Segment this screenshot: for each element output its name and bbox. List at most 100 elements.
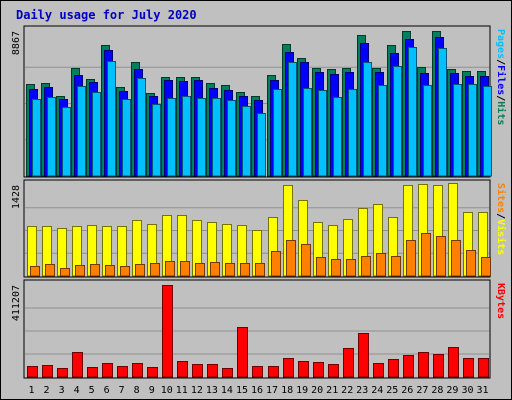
x-tick-label: 13 — [206, 385, 218, 396]
bar-pages-day-18 — [288, 62, 297, 177]
bar-kbytes-day-7 — [117, 366, 128, 378]
bar-kbytes-day-31 — [478, 358, 489, 378]
bar-pages-day-25 — [393, 66, 402, 177]
x-tick-label: 7 — [119, 385, 125, 396]
x-tick-label: 30 — [461, 385, 473, 396]
x-tick-label: 24 — [371, 385, 383, 396]
bar-pages-day-2 — [47, 97, 56, 177]
bar-kbytes-day-22 — [343, 348, 354, 378]
bar-kbytes-day-27 — [418, 352, 429, 378]
bar-pages-day-29 — [453, 84, 462, 177]
bar-kbytes-day-15 — [237, 327, 248, 378]
bar-kbytes-day-2 — [42, 365, 53, 378]
bar-kbytes-day-18 — [283, 358, 294, 378]
bar-sites-day-26 — [406, 240, 416, 277]
legend-part: / — [495, 95, 506, 101]
panel-max-label: 8867 — [11, 31, 22, 55]
x-tick-label: 19 — [296, 385, 308, 396]
x-tick-label: 31 — [476, 385, 488, 396]
bar-sites-day-11 — [180, 261, 190, 277]
bar-pages-day-15 — [242, 106, 251, 177]
bar-sites-day-2 — [45, 264, 55, 277]
bar-sites-day-25 — [391, 256, 401, 277]
bar-sites-day-31 — [481, 257, 491, 277]
bar-pages-day-24 — [378, 85, 387, 177]
bar-kbytes-day-10 — [162, 285, 173, 378]
bar-sites-day-21 — [331, 259, 341, 277]
bar-sites-day-29 — [451, 240, 461, 277]
x-tick-label: 6 — [104, 385, 110, 396]
bar-kbytes-day-3 — [57, 368, 68, 378]
bar-pages-day-31 — [483, 86, 492, 177]
bar-sites-day-23 — [361, 256, 371, 277]
bar-pages-day-11 — [182, 96, 191, 177]
x-tick-label: 8 — [134, 385, 140, 396]
x-tick-label: 16 — [251, 385, 263, 396]
bar-sites-day-16 — [255, 263, 265, 277]
bar-pages-day-16 — [257, 113, 266, 177]
bar-kbytes-day-4 — [72, 352, 83, 378]
x-tick-label: 15 — [236, 385, 248, 396]
bar-kbytes-day-11 — [177, 361, 188, 378]
x-tick-label: 25 — [386, 385, 398, 396]
bar-pages-day-3 — [62, 107, 71, 177]
bar-pages-day-28 — [438, 48, 447, 177]
bar-kbytes-day-23 — [358, 333, 369, 378]
bar-sites-day-5 — [90, 264, 100, 277]
bar-pages-day-4 — [77, 86, 86, 177]
bar-pages-day-19 — [303, 88, 312, 177]
bar-kbytes-day-29 — [448, 347, 459, 378]
x-tick-label: 28 — [431, 385, 443, 396]
x-tick-label: 9 — [149, 385, 155, 396]
bar-kbytes-day-12 — [192, 364, 203, 378]
bar-pages-day-21 — [333, 97, 342, 177]
bar-pages-day-6 — [107, 61, 116, 177]
bar-sites-day-6 — [105, 265, 115, 277]
bar-kbytes-day-17 — [268, 366, 279, 378]
x-tick-label: 23 — [356, 385, 368, 396]
bar-pages-day-8 — [137, 78, 146, 177]
bar-sites-day-22 — [346, 259, 356, 277]
bar-pages-day-27 — [423, 85, 432, 177]
bar-pages-day-14 — [227, 100, 236, 177]
bar-sites-day-13 — [210, 262, 220, 277]
panel-legend-label: Pages/Files/Hits — [495, 29, 507, 125]
bar-sites-day-14 — [225, 263, 235, 277]
bar-pages-day-20 — [318, 90, 327, 177]
bar-pages-day-26 — [408, 47, 417, 177]
bar-sites-day-15 — [240, 263, 250, 277]
bar-pages-day-30 — [468, 84, 477, 177]
bar-pages-day-13 — [212, 98, 221, 177]
x-tick-label: 17 — [266, 385, 278, 396]
bar-kbytes-day-20 — [313, 362, 324, 378]
legend-part: Files — [495, 65, 507, 95]
bar-pages-day-5 — [92, 92, 101, 177]
bar-sites-day-1 — [30, 266, 40, 277]
bar-kbytes-day-1 — [27, 366, 38, 378]
legend-part: / — [495, 59, 506, 65]
legend-part: / — [495, 213, 506, 219]
bar-pages-day-17 — [273, 89, 282, 177]
legend-part: KBytes — [495, 283, 506, 319]
x-tick-label: 4 — [74, 385, 80, 396]
bar-kbytes-day-9 — [147, 367, 158, 378]
bar-kbytes-day-16 — [252, 366, 263, 378]
bar-sites-day-20 — [316, 257, 326, 277]
x-tick-label: 2 — [43, 385, 49, 396]
bar-pages-day-1 — [32, 99, 41, 177]
panel-legend-label: Sites/Visits — [495, 183, 507, 255]
bar-kbytes-day-26 — [403, 355, 414, 378]
bar-sites-day-17 — [271, 251, 281, 277]
bar-kbytes-day-8 — [132, 363, 143, 378]
bar-kbytes-day-5 — [87, 367, 98, 378]
bar-kbytes-day-19 — [298, 361, 309, 378]
x-tick-label: 22 — [341, 385, 353, 396]
bar-pages-day-7 — [122, 99, 131, 177]
bar-pages-day-12 — [197, 98, 206, 177]
bar-sites-day-30 — [466, 250, 476, 277]
panel-kbytes: 411207 KBytes — [11, 279, 506, 379]
bar-kbytes-day-30 — [463, 358, 474, 378]
bar-kbytes-day-24 — [373, 363, 384, 378]
